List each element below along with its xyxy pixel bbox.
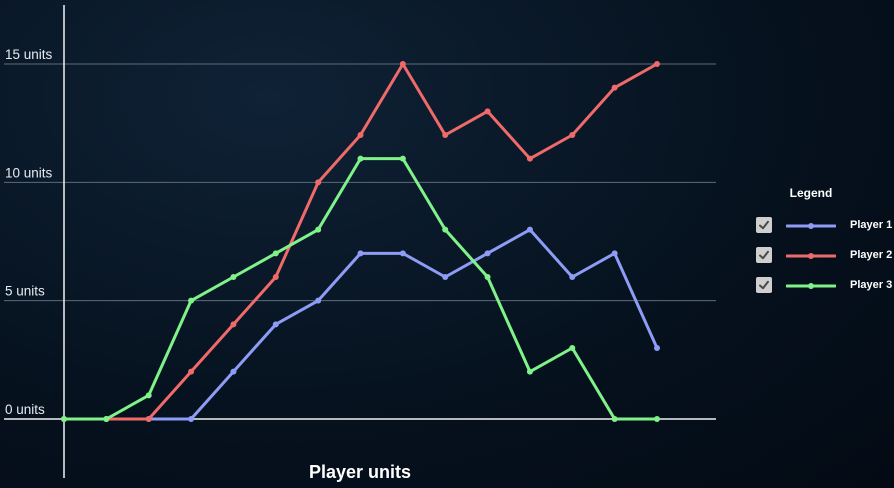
data-point xyxy=(611,416,618,422)
legend-items: Player 1 Player 2 Player 3 xyxy=(748,210,894,300)
data-point xyxy=(145,416,152,422)
legend-checkbox[interactable] xyxy=(756,217,772,233)
data-point xyxy=(103,416,110,422)
data-point xyxy=(442,274,449,280)
data-point xyxy=(188,368,195,375)
checkmark-icon xyxy=(759,220,769,230)
data-point xyxy=(611,84,618,91)
data-point xyxy=(569,345,576,351)
data-point xyxy=(399,61,406,67)
data-point xyxy=(188,297,195,304)
data-point xyxy=(272,274,279,280)
data-point xyxy=(145,392,152,399)
data-point xyxy=(484,250,491,257)
y-tick-label: 15 units xyxy=(5,47,53,62)
data-point xyxy=(442,132,449,138)
y-tick-label: 0 units xyxy=(5,402,45,417)
legend-label: Player 2 xyxy=(850,249,893,261)
grid-lines xyxy=(4,63,716,302)
data-point xyxy=(272,250,279,257)
data-point xyxy=(315,226,322,233)
legend-swatch xyxy=(785,219,837,231)
data-point xyxy=(230,274,237,280)
series-2 xyxy=(61,61,660,422)
legend-checkbox[interactable] xyxy=(756,247,772,263)
series-line xyxy=(62,157,659,421)
data-point xyxy=(357,155,364,162)
data-point xyxy=(654,61,660,67)
data-point xyxy=(526,368,533,375)
chart-title: Player units xyxy=(309,462,411,482)
legend-label: Player 1 xyxy=(850,219,893,231)
legend-item-player-1[interactable]: Player 1 xyxy=(748,210,894,240)
series-line xyxy=(62,228,659,421)
data-point xyxy=(654,416,660,422)
data-point xyxy=(611,250,618,257)
data-point xyxy=(484,274,491,280)
data-point xyxy=(272,321,279,328)
legend-title: Legend xyxy=(789,186,833,200)
legend-item-player-3[interactable]: Player 3 xyxy=(748,270,894,300)
data-point xyxy=(315,179,322,186)
legend-label: Player 3 xyxy=(850,279,893,291)
legend-swatch xyxy=(785,279,837,291)
data-point xyxy=(442,226,449,233)
data-point xyxy=(188,416,195,422)
checkmark-icon xyxy=(759,250,769,260)
legend-swatch xyxy=(785,249,837,261)
data-point xyxy=(654,345,660,351)
data-point xyxy=(357,250,364,257)
legend-item-player-2[interactable]: Player 2 xyxy=(748,240,894,270)
checkmark-icon xyxy=(759,280,769,290)
data-point xyxy=(230,368,237,375)
series-3 xyxy=(61,155,660,422)
data-point xyxy=(569,274,576,280)
y-tick-labels: 0 units 5 units 10 units 15 units xyxy=(5,47,53,417)
y-tick-label: 5 units xyxy=(5,284,45,299)
y-tick-label: 10 units xyxy=(5,165,53,180)
data-point xyxy=(399,155,406,162)
data-point xyxy=(357,132,364,138)
series-lines xyxy=(61,61,660,422)
data-point xyxy=(526,155,533,162)
data-point xyxy=(526,226,533,233)
data-point xyxy=(399,250,406,257)
data-point xyxy=(230,321,237,328)
data-point xyxy=(61,416,67,422)
data-point xyxy=(569,132,576,138)
series-line xyxy=(62,62,659,421)
data-point xyxy=(484,108,491,115)
legend: Legend Player 1 Player 2 Player 3 xyxy=(748,186,894,300)
legend-checkbox[interactable] xyxy=(756,277,772,293)
data-point xyxy=(315,297,322,304)
